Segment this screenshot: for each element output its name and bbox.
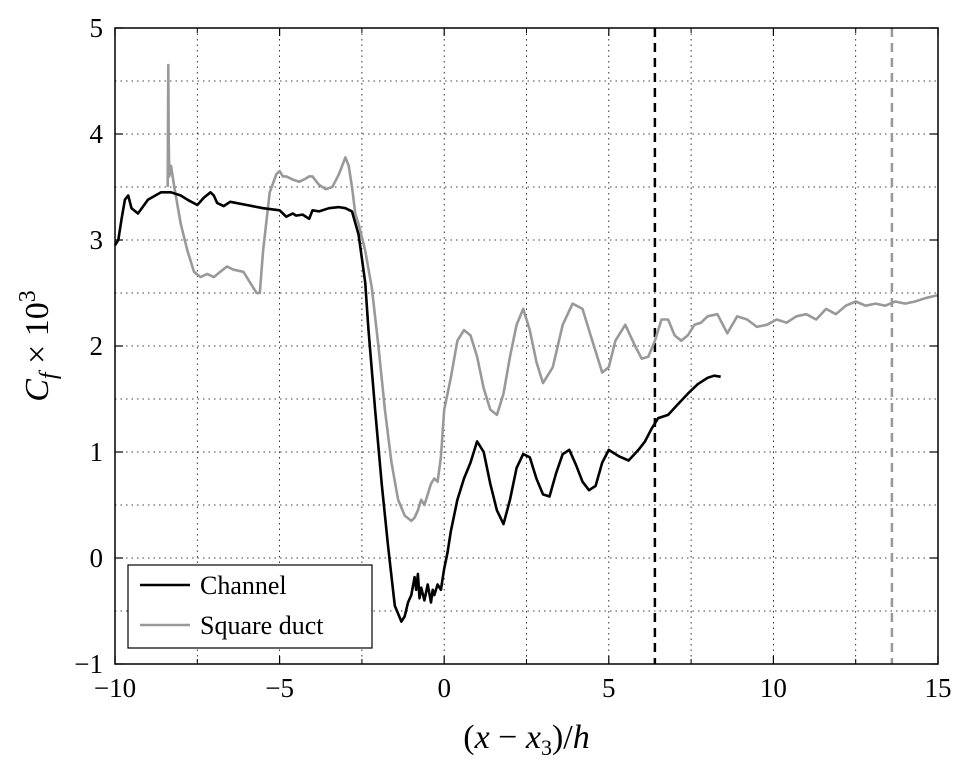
legend-label-square-duct: Square duct (200, 611, 324, 640)
vertical-markers (653, 28, 894, 664)
grid (115, 28, 938, 664)
y-axis-label: Cf × 103 (15, 290, 62, 402)
x-tick-label: 15 (925, 673, 952, 703)
y-tick-label: 5 (90, 13, 104, 43)
y-tick-label: 2 (90, 331, 104, 361)
x-axis-label: (x − x3)/h (463, 719, 589, 760)
y-tick-label: 0 (90, 543, 104, 573)
series-line-square-duct (166, 63, 939, 523)
series-line-channel (113, 191, 721, 623)
x-tick-label: −10 (94, 673, 136, 703)
x-tick-label: 0 (437, 673, 451, 703)
legend: Channel Square duct (127, 564, 373, 649)
legend-label-channel: Channel (200, 571, 287, 600)
y-tick-label: 1 (90, 437, 104, 467)
y-tick-label: 4 (90, 119, 104, 149)
y-tick-label: −1 (74, 649, 103, 679)
x-tick-label: 5 (602, 673, 616, 703)
x-tick-label: 10 (760, 673, 787, 703)
series-lines (113, 63, 939, 623)
y-tick-label: 3 (90, 225, 104, 255)
x-tick-label: −5 (265, 673, 294, 703)
legend-box (127, 564, 373, 649)
